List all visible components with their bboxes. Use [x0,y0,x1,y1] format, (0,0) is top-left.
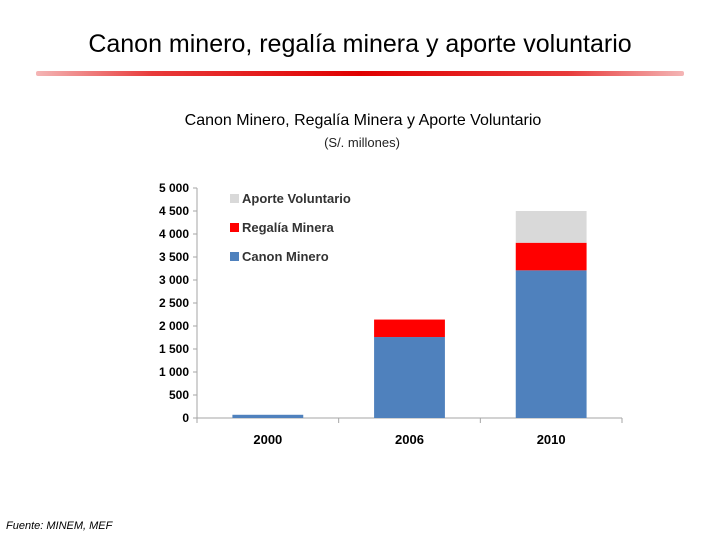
y-tick-label: 2 500 [159,296,189,310]
legend-label: Aporte Voluntario [242,191,351,206]
bar-segment [515,211,587,243]
legend-swatch [230,252,239,261]
slide-title: Canon minero, regalía minera y aporte vo… [88,30,632,58]
source-note: Fuente: MINEM, MEF [6,520,113,532]
y-tick-label: 1 500 [159,342,189,356]
chart-title: Canon Minero, Regalía Minera y Aporte Vo… [184,112,542,129]
bar-segment [374,319,445,338]
bar-segment [374,337,445,418]
bar-segment [515,270,587,418]
y-tick-label: 3 000 [159,273,189,287]
y-tick-label: 1 000 [159,365,189,379]
x-tick-label: 2010 [537,432,566,447]
stacked-bar-chart: 0 500 1 000 1 500 2 000 2 500 3 000 3 500 4 000 4… [159,181,623,447]
legend-label: Canon Minero [242,249,329,264]
y-tick-label: 500 [169,388,189,402]
chart-subtitle: (S/. millones) [324,135,400,150]
x-tick-label: 2000 [253,432,282,447]
y-tick-label: 5 000 [159,181,189,195]
legend-label: Regalía Minera [242,220,335,235]
legend-swatch [230,194,239,203]
title-divider [36,71,684,76]
y-tick-label: 3 500 [159,250,189,264]
y-tick-label: 0 [182,411,189,425]
legend-swatch [230,223,239,232]
bar-segment [232,414,304,418]
y-tick-label: 2 000 [159,319,189,333]
y-tick-label: 4 000 [159,227,189,241]
bar-segment [515,242,587,271]
y-tick-label: 4 500 [159,204,189,218]
x-tick-label: 2006 [395,432,424,447]
